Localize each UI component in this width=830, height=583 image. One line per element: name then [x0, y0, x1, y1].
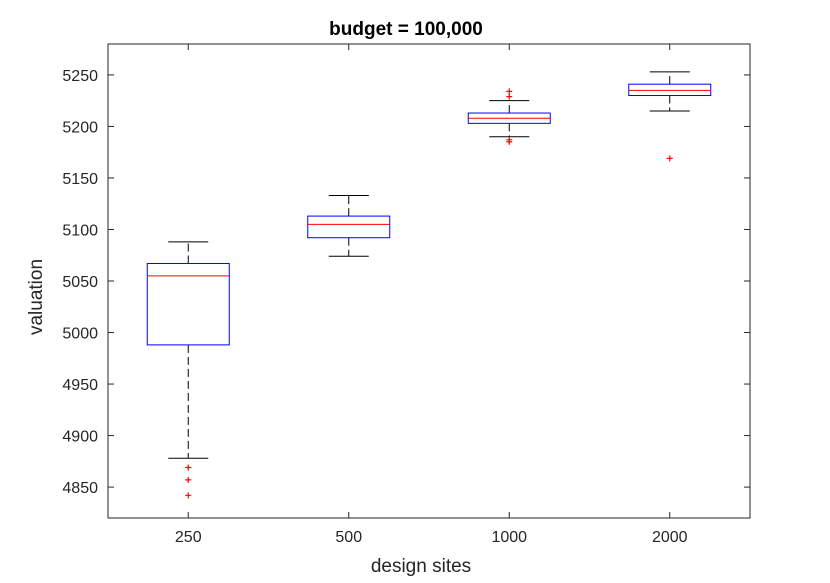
- boxes: [146, 71, 712, 499]
- x-tick-label: 250: [175, 529, 202, 546]
- y-tick-label: 5150: [62, 171, 98, 188]
- box-500: [307, 194, 391, 257]
- outlier-marker: [185, 476, 192, 483]
- iqr-box: [307, 215, 391, 239]
- y-tick-label: 4950: [62, 377, 98, 394]
- iqr-box: [146, 262, 230, 346]
- y-tick-label: 5100: [62, 222, 98, 239]
- y-axis-label: valuation: [26, 259, 47, 335]
- outlier-marker: [506, 93, 513, 100]
- y-tick-label: 5200: [62, 119, 98, 136]
- y-tick-label: 4850: [62, 480, 98, 497]
- y-tick-label: 5050: [62, 274, 98, 291]
- plot-area-frame: [107, 43, 751, 519]
- y-tick-label: 4900: [62, 429, 98, 446]
- outlier-marker: [506, 138, 513, 145]
- x-tick-label: 2000: [652, 529, 688, 546]
- outlier-marker: [506, 88, 513, 95]
- box-2000: [628, 71, 712, 162]
- chart-title: budget = 100,000: [329, 19, 483, 40]
- outlier-marker: [666, 155, 673, 162]
- iqr-box: [628, 83, 712, 97]
- x-axis-label: design sites: [371, 556, 471, 577]
- x-tick-label: 500: [335, 529, 362, 546]
- outlier-marker: [185, 492, 192, 499]
- x-tick-label: 1000: [491, 529, 527, 546]
- box-1000: [467, 88, 551, 145]
- outlier-marker: [185, 464, 192, 471]
- y-tick-label: 5000: [62, 326, 98, 343]
- axes: 4850 4900 4950 5000 5050 5100 5150 5200 5250 250 5…: [62, 43, 751, 546]
- y-tick-label: 5250: [62, 68, 98, 85]
- box-250: [146, 241, 230, 499]
